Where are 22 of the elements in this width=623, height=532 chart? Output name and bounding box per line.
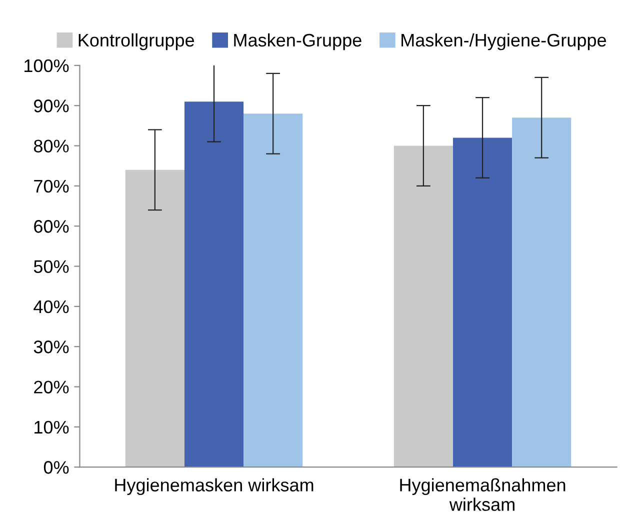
y-tick-label: 70% xyxy=(34,180,69,193)
bar xyxy=(244,114,303,468)
y-tick-label: 0% xyxy=(44,461,69,474)
y-tick-label: 10% xyxy=(34,420,69,434)
y-tick-label: 60% xyxy=(34,220,69,233)
bar xyxy=(512,118,572,468)
y-tick-label: 20% xyxy=(34,380,69,394)
bar xyxy=(184,102,244,468)
legend-label: Masken-Gruppe xyxy=(234,33,362,50)
x-tick-label: Hygienemasken wirksam xyxy=(115,478,314,496)
y-tick-label: 40% xyxy=(34,300,69,314)
legend-label: Kontrollgruppe xyxy=(78,33,194,50)
bar xyxy=(125,170,184,468)
y-tick-label: 50% xyxy=(34,260,69,273)
y-tick-label: 80% xyxy=(34,140,69,152)
x-tick-label: Hygienemaßnahmen wirksam xyxy=(400,478,566,511)
bar xyxy=(452,138,512,468)
y-tick-label: 30% xyxy=(34,340,69,354)
legend-label: Masken-/Hygiene-Gruppe xyxy=(402,33,606,50)
y-tick-label: 90% xyxy=(34,100,69,112)
bar xyxy=(394,146,453,468)
y-tick-label: 100% xyxy=(24,59,69,72)
